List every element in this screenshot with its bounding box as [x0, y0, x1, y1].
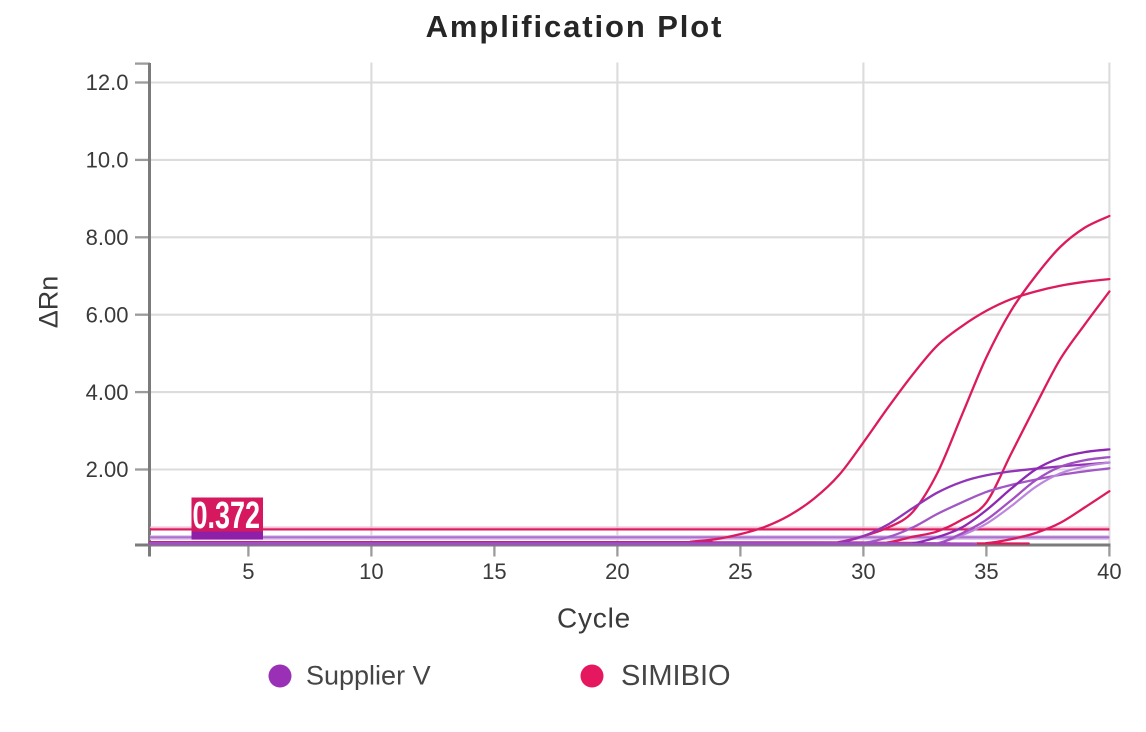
svg-text:5: 5 [242, 559, 254, 584]
svg-text:10: 10 [359, 559, 383, 584]
svg-text:40: 40 [1097, 559, 1121, 584]
svg-text:35: 35 [974, 559, 998, 584]
svg-text:0.372: 0.372 [193, 495, 261, 537]
svg-text:Supplier V: Supplier V [306, 661, 431, 691]
svg-text:ΔRn: ΔRn [34, 276, 64, 329]
svg-text:6.00: 6.00 [86, 302, 129, 327]
svg-text:4.00: 4.00 [86, 380, 129, 405]
svg-text:25: 25 [728, 559, 752, 584]
svg-text:Amplification Plot: Amplification Plot [426, 9, 724, 44]
svg-text:15: 15 [482, 559, 506, 584]
svg-text:2.00: 2.00 [86, 457, 129, 482]
svg-text:8.00: 8.00 [86, 225, 129, 250]
svg-text:12.0: 12.0 [86, 70, 129, 95]
svg-text:10.0: 10.0 [86, 148, 129, 173]
svg-text:30: 30 [851, 559, 875, 584]
svg-text:Cycle: Cycle [557, 603, 631, 634]
svg-text:SIMIBIO: SIMIBIO [621, 660, 731, 692]
svg-text:20: 20 [605, 559, 629, 584]
